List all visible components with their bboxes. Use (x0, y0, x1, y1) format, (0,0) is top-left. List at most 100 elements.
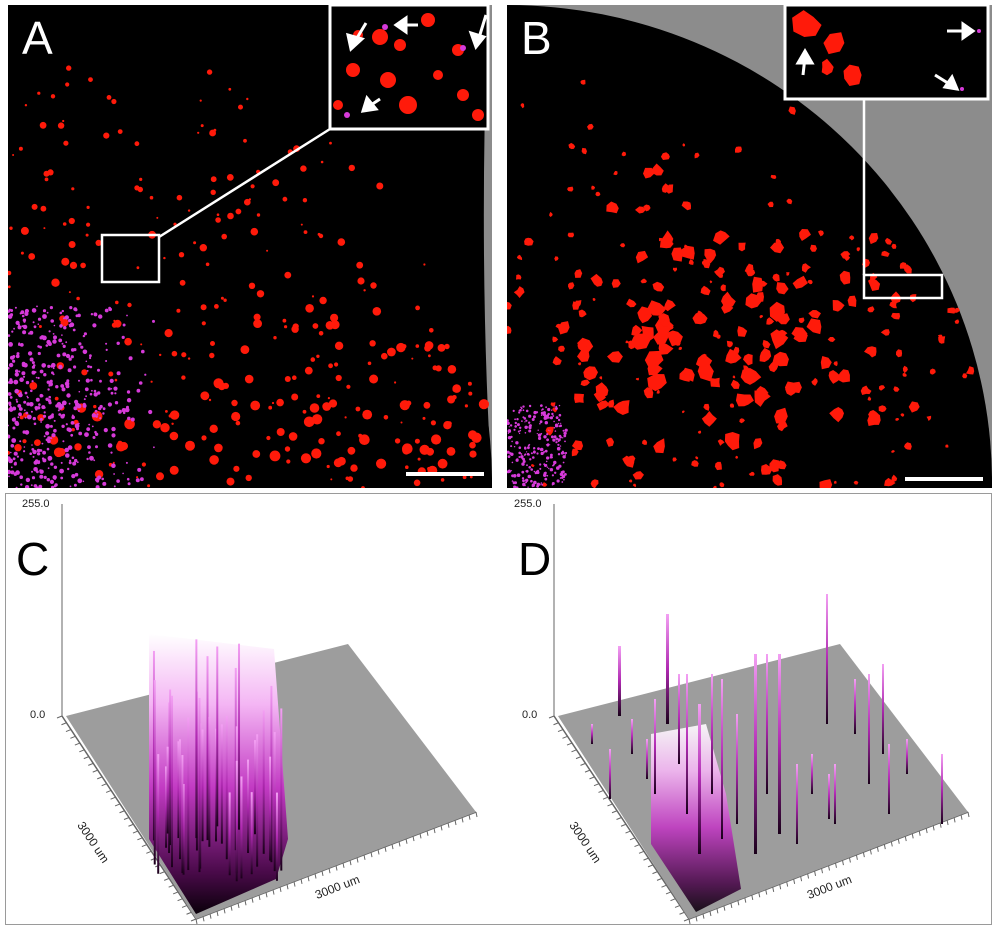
axis-tick (553, 722, 559, 726)
red-cell (428, 354, 431, 358)
magenta-cell (86, 457, 89, 461)
red-cell (423, 263, 426, 266)
magenta-cell (10, 451, 12, 454)
magenta-cell (41, 457, 45, 460)
magenta-cell (536, 452, 539, 455)
red-cell (327, 397, 330, 400)
magenta-cell (73, 307, 78, 311)
magenta-cell (540, 414, 543, 417)
magenta-cell (14, 420, 19, 426)
magenta-cell (153, 446, 155, 449)
red-cell (776, 282, 789, 295)
red-cell (303, 416, 315, 428)
axis-tick (265, 892, 268, 898)
intensity-spike (273, 732, 276, 872)
magenta-cell (55, 385, 59, 389)
magenta-cell (15, 398, 18, 401)
axis-tick (939, 822, 942, 828)
magenta-cell (540, 432, 543, 435)
red-cell (880, 329, 890, 336)
red-cell (200, 124, 204, 128)
red-cell (311, 448, 322, 459)
red-cell (730, 379, 740, 389)
intensity-spike (591, 724, 593, 744)
magenta-cell (60, 476, 64, 480)
magenta-cell (122, 323, 126, 327)
red-cell (369, 374, 379, 384)
magenta-cell (8, 401, 12, 405)
panel-d-label: D (518, 533, 552, 585)
magenta-cell (508, 429, 511, 433)
red-cell (766, 317, 775, 325)
magenta-cell (528, 404, 532, 408)
magenta-cell (528, 414, 532, 418)
intensity-spike (216, 646, 219, 827)
magenta-cell (533, 450, 536, 454)
red-cell (834, 480, 837, 484)
magenta-cell (33, 467, 38, 472)
red-cell (152, 420, 162, 429)
red-cell (447, 421, 452, 426)
magenta-cell (93, 459, 96, 462)
red-cell (53, 447, 64, 458)
red-cell (137, 186, 143, 193)
red-cell (43, 170, 50, 177)
magenta-cell (58, 413, 62, 416)
red-cell (284, 376, 291, 382)
magenta-cell (521, 420, 523, 422)
magenta-cell (533, 447, 536, 450)
axis-tick (904, 835, 907, 842)
magenta-cell (113, 473, 115, 475)
magenta-cell (107, 443, 113, 448)
magenta-cell (39, 369, 44, 374)
magenta-cell (527, 486, 529, 488)
axis-tick (925, 827, 928, 834)
red-cell (14, 444, 22, 452)
magenta-cell (140, 477, 144, 482)
magenta-cell (518, 451, 521, 455)
magenta-cell (62, 352, 67, 357)
red-cell (937, 334, 943, 339)
intensity-spike (882, 664, 884, 754)
red-cell (661, 230, 674, 245)
magenta-cell (532, 456, 535, 459)
magenta-cell (515, 441, 519, 445)
axis-tick (223, 908, 226, 914)
red-cell (709, 280, 713, 284)
magenta-cell (65, 353, 71, 359)
magenta-cell (8, 342, 13, 347)
surface-plots-frame: C 255.0 0.0 3000 um 3000 um D 255.0 0.0 … (5, 493, 992, 925)
axis-tick (314, 873, 317, 879)
red-cell (688, 259, 694, 265)
magenta-cell (564, 428, 568, 432)
red-cell (181, 375, 186, 380)
magenta-cell (45, 438, 49, 442)
red-cell (181, 352, 187, 358)
magenta-cell (42, 414, 47, 418)
red-cell (272, 179, 280, 187)
magenta-cell (519, 409, 522, 412)
red-cell (71, 428, 75, 432)
magenta-cell (110, 391, 114, 395)
magenta-cell (39, 393, 44, 398)
plot-d-zmin: 0.0 (522, 709, 538, 721)
red-cell (678, 346, 682, 350)
magenta-cell (546, 474, 549, 477)
magenta-cell (18, 370, 21, 373)
red-cell (50, 94, 56, 99)
magenta-cell (99, 379, 102, 383)
magenta-cell (74, 472, 79, 477)
red-cell (214, 443, 223, 453)
magenta-cell (546, 438, 549, 442)
magenta-cell (509, 452, 512, 455)
axis-tick (557, 729, 564, 732)
magenta-cell (14, 461, 17, 465)
red-cell (683, 368, 691, 376)
red-cell (637, 306, 652, 324)
magenta-cell (32, 321, 35, 324)
axis-tick (611, 810, 618, 814)
magenta-cell (547, 457, 550, 460)
magenta-cell (507, 436, 512, 440)
red-cell (292, 323, 299, 330)
red-cell (902, 365, 908, 374)
